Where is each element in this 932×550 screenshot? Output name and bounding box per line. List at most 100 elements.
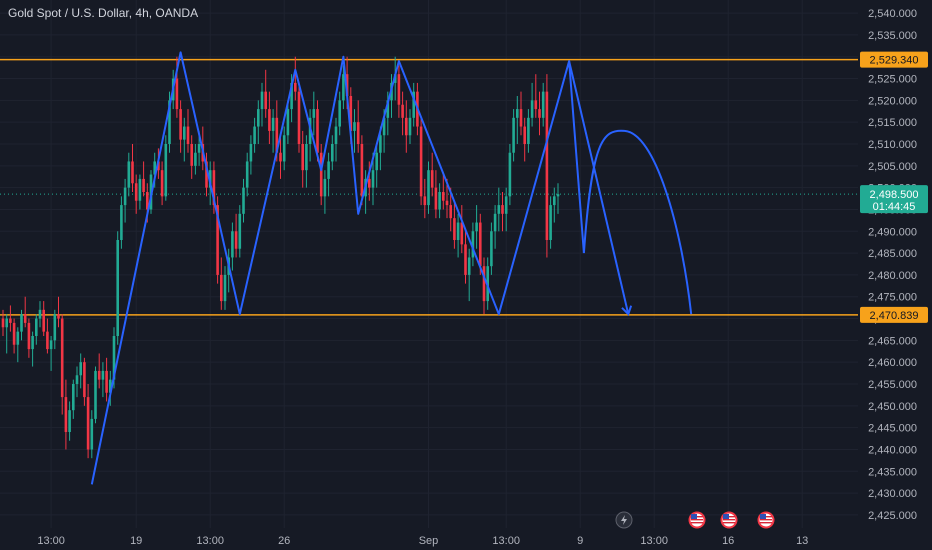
candle-body [197,144,201,153]
candle-body [72,384,75,411]
time-tick-label: 13:00 [492,535,520,547]
candle-body [1,318,5,328]
us-flag-icon[interactable] [757,511,775,529]
level-price-label: 2,529.340 [870,55,919,67]
candle-body [46,331,49,350]
candle-body [508,152,512,197]
price-tick-label: 2,525.000 [868,74,917,86]
candle-body [97,370,101,380]
candle-body [430,170,434,188]
candle-body [212,170,216,206]
time-tick-label: Sep [419,535,439,547]
candle-body [160,170,164,197]
candle-body [275,117,279,153]
candle-body [553,196,556,206]
candle-body [190,144,193,166]
pattern-zigzag-line[interactable] [90,51,585,485]
candle-body [541,91,545,118]
candle-body [279,152,282,162]
candle-body [271,117,275,131]
candle-body [242,187,245,214]
candle-body [146,192,149,210]
price-tick-label: 2,425.000 [868,510,917,522]
time-tick-label: 13:00 [196,535,224,547]
candle-body [490,231,493,267]
price-tick-label: 2,480.000 [868,270,917,282]
candle-body [471,231,475,258]
candle-body [53,314,57,341]
candle-body [327,161,330,179]
level-price-label: 2,470.839 [870,310,919,322]
candle-body [301,144,304,171]
candle-body [371,170,375,188]
candle-body [423,196,427,206]
candle-body [316,109,319,153]
candle-body [467,257,471,275]
candle-body [94,370,97,419]
level-price-tag[interactable]: 2,470.839 [860,306,928,323]
candle-body [434,187,438,210]
candle-body [464,244,467,275]
event-icons [615,511,775,529]
candle-body [157,161,160,171]
time-tick-label: 13:00 [640,535,668,547]
candle-body [504,196,508,214]
candle-body [134,183,138,201]
candle-body [290,82,293,110]
candle-body [397,74,401,105]
projection-arrow-line[interactable] [568,60,630,315]
price-tick-label: 2,450.000 [868,401,917,413]
candle-body [238,213,242,249]
candle-body [64,397,68,432]
candle-body [260,91,264,110]
level-price-tag[interactable]: 2,529.340 [860,51,928,68]
current-price-label: 2,498.500 [870,189,919,201]
candle-body [120,205,123,240]
candle-body [349,96,353,131]
flash-icon[interactable] [615,511,633,529]
candle-body [323,178,327,197]
page-title: Gold Spot / U.S. Dollar, 4h, OANDA [8,6,199,20]
candle-body [234,231,238,249]
candle-body [183,126,186,140]
candle-body [294,82,297,92]
price-axis: 2,540.0002,535.0002,530.0002,525.0002,52… [868,8,917,522]
candle-body [9,318,12,323]
price-tick-label: 2,490.000 [868,226,917,238]
candle-body [20,314,23,332]
candle-body [556,194,560,197]
candle-body [194,152,197,166]
price-tick-label: 2,460.000 [868,357,917,369]
arrow-head-icon [621,305,633,317]
candle-body [353,122,356,131]
candle-body [12,322,16,345]
candle-body [109,379,112,393]
candle-body [138,178,142,201]
candle-body [205,161,208,188]
projection-arc[interactable] [582,129,693,315]
price-tick-label: 2,435.000 [868,466,917,478]
candle-body [216,205,219,275]
candle-body [419,126,423,197]
price-tick-label: 2,505.000 [868,161,917,173]
candle-body [27,322,31,350]
candle-body [345,74,349,96]
candle-body [68,410,71,432]
candle-body [475,222,478,232]
price-tick-label: 2,465.000 [868,335,917,347]
time-axis: 13:00 19 13:00 26 Sep 13:00 9 13:00 16 13 [37,535,808,547]
us-flag-icon[interactable] [688,511,706,529]
price-tick-label: 2,475.000 [868,292,917,304]
us-flag-icon[interactable] [720,511,738,529]
candle-body [131,161,134,184]
candle-body [319,152,323,197]
candle-body [375,152,378,171]
candle-body [408,117,412,136]
candle-body [386,100,390,118]
candle-body [338,100,341,127]
candle-body [497,205,501,214]
candle-body [549,205,552,240]
